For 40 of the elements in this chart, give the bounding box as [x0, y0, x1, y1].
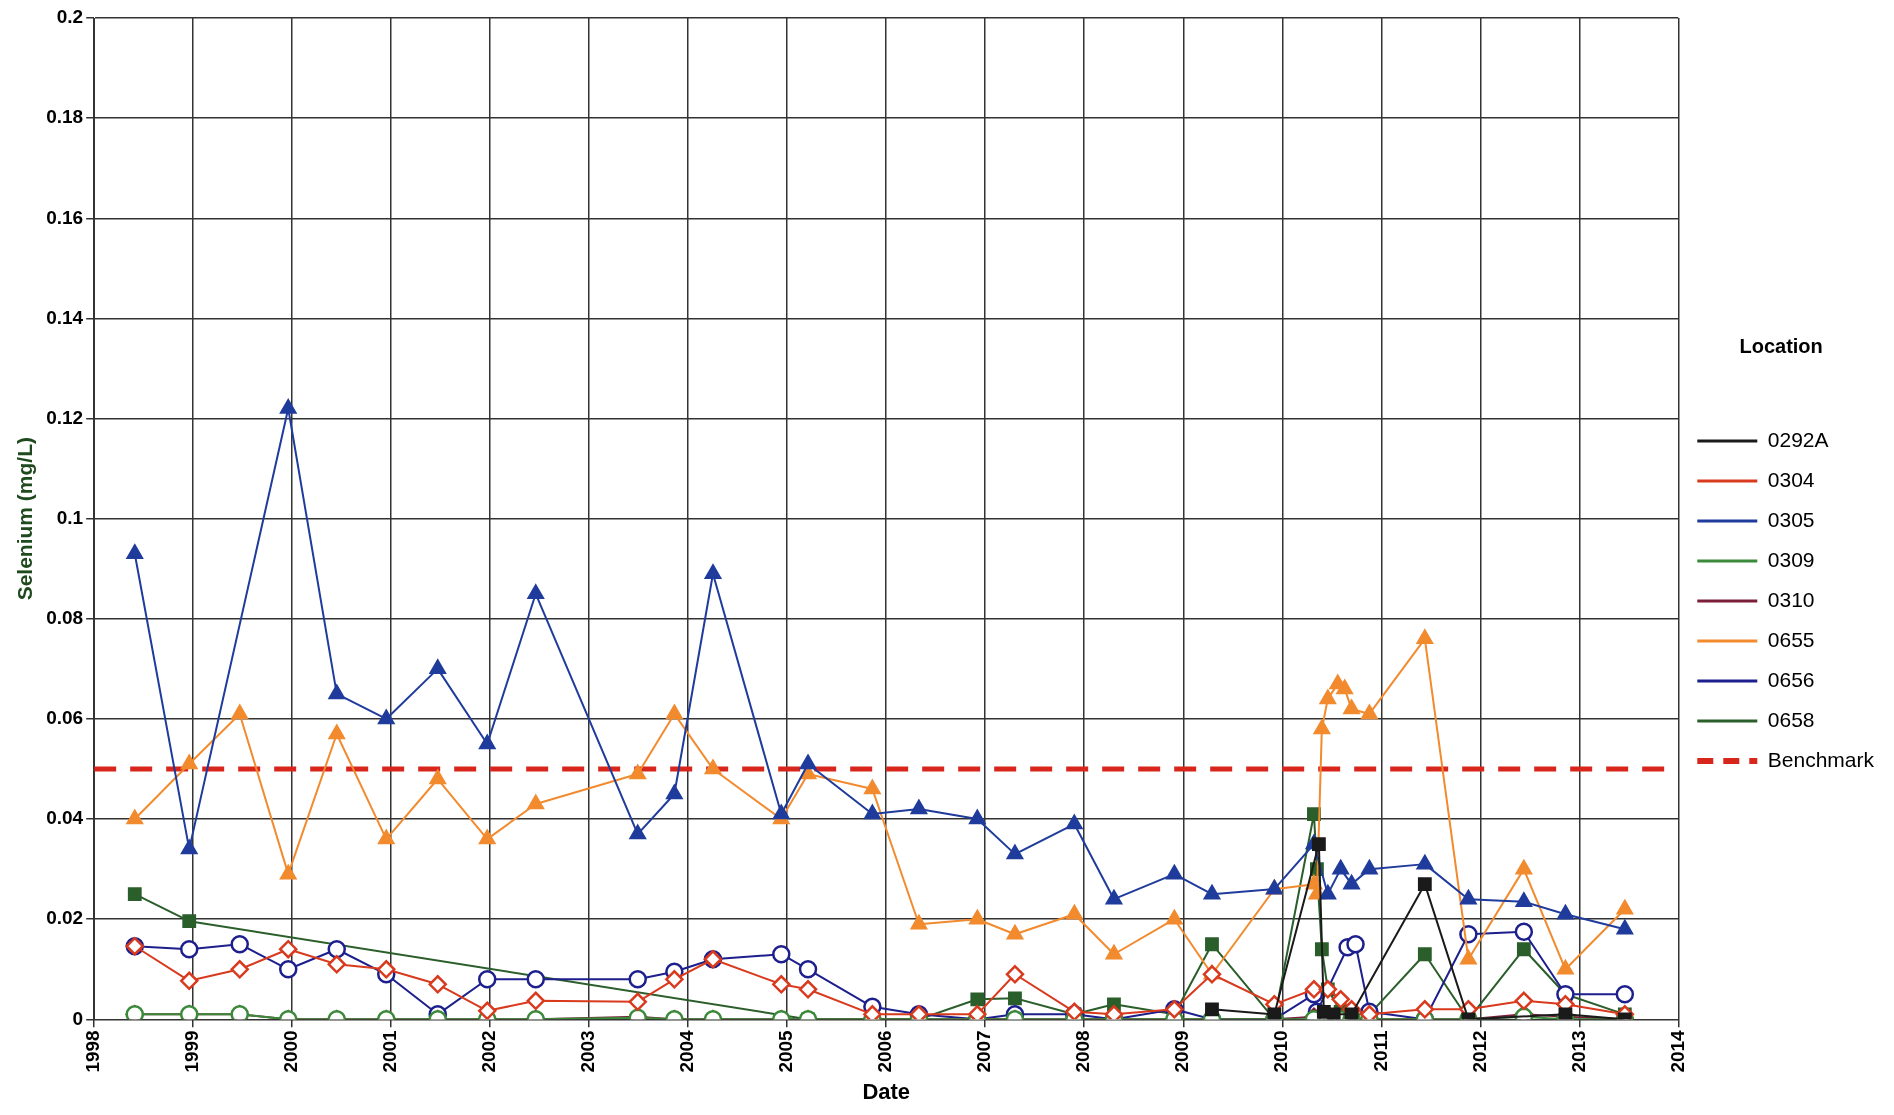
legend-label: 0304	[1767, 467, 1815, 491]
x-tick-label: 2011	[1369, 1029, 1391, 1072]
y-tick-label: 0.18	[46, 106, 84, 128]
x-tick-label: 2008	[1072, 1030, 1094, 1073]
x-tick-label: 2007	[973, 1030, 995, 1073]
x-tick-label: 2012	[1468, 1030, 1490, 1073]
y-tick-label: 0.04	[46, 807, 84, 829]
y-tick-label: 0.2	[56, 6, 84, 28]
legend-label: 0309	[1767, 547, 1815, 571]
x-tick-label: 2013	[1567, 1030, 1589, 1073]
x-axis-title: Date	[862, 1078, 911, 1104]
y-tick-label: 0.1	[56, 506, 84, 528]
x-tick-label: 2000	[280, 1030, 302, 1073]
y-tick-label: 0.14	[46, 306, 84, 328]
x-tick-label: 2010	[1270, 1030, 1292, 1073]
legend-label: 0658	[1767, 707, 1815, 731]
x-tick-label: 2009	[1171, 1030, 1193, 1073]
x-tick-label: 2005	[775, 1029, 797, 1073]
y-tick-label: 0.08	[46, 607, 84, 629]
y-axis-title: Selenium (mg/L)	[13, 436, 37, 601]
y-tick-label: 0.06	[46, 707, 84, 729]
legend-label: 0305	[1767, 507, 1815, 531]
legend-label: 0656	[1767, 667, 1815, 691]
legend-title: Location	[1739, 335, 1823, 358]
x-tick-label: 2002	[478, 1030, 500, 1073]
x-tick-label: 2006	[874, 1030, 896, 1073]
x-tick-label: 2003	[577, 1030, 599, 1073]
x-tick-label: 1998	[82, 1030, 104, 1073]
legend-label: 0310	[1767, 587, 1815, 611]
x-tick-label: 1999	[181, 1030, 203, 1073]
y-tick-label: 0.12	[46, 406, 84, 428]
x-tick-label: 2001	[379, 1029, 401, 1073]
y-tick-label: 0.16	[46, 206, 84, 228]
x-tick-label: 2004	[676, 1029, 698, 1073]
y-tick-label: 0	[72, 1007, 84, 1029]
y-tick-label: 0.02	[46, 907, 84, 929]
legend-label: 0655	[1767, 627, 1815, 651]
legend-label: Benchmark	[1767, 747, 1875, 771]
x-tick-label: 2014	[1666, 1029, 1688, 1073]
legend-label: 0292A	[1767, 427, 1829, 451]
